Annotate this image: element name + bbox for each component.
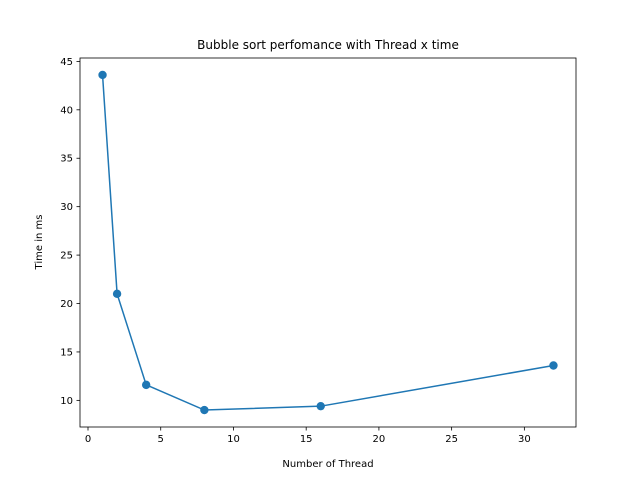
y-axis: 10 15 20 25 30 35 40 45: [60, 57, 80, 407]
x-axis: 0 5 10 15 20 25 30: [85, 427, 531, 445]
data-point: [316, 401, 325, 411]
y-tick-label: 30: [60, 202, 73, 213]
x-tick-label: 15: [300, 434, 313, 445]
plot-area: [79, 57, 577, 428]
y-axis-label: Time in ms: [34, 215, 45, 271]
y-tick-label: 25: [60, 251, 73, 262]
x-axis-label: Number of Thread: [282, 459, 373, 470]
x-tick-label: 5: [158, 434, 164, 445]
x-tick-label: 10: [227, 434, 240, 445]
x-tick-label: 30: [518, 434, 531, 445]
y-tick-label: 40: [60, 105, 73, 116]
data-point: [549, 361, 558, 370]
y-tick-label: 15: [60, 347, 73, 358]
data-point: [98, 70, 107, 80]
y-tick-label: 20: [60, 299, 73, 310]
series-layer: [98, 70, 558, 415]
data-point: [200, 405, 209, 415]
data-point: [112, 289, 122, 299]
chart-title: Bubble sort perfomance with Thread x tim…: [197, 38, 459, 52]
x-tick-label: 25: [445, 434, 458, 445]
y-tick-label: 45: [60, 57, 73, 68]
y-tick-label: 10: [60, 396, 73, 407]
series-line: [101, 74, 554, 411]
x-tick-label: 0: [85, 434, 91, 445]
x-tick-label: 20: [373, 434, 386, 445]
data-point: [141, 380, 151, 390]
y-tick-label: 35: [60, 154, 73, 165]
